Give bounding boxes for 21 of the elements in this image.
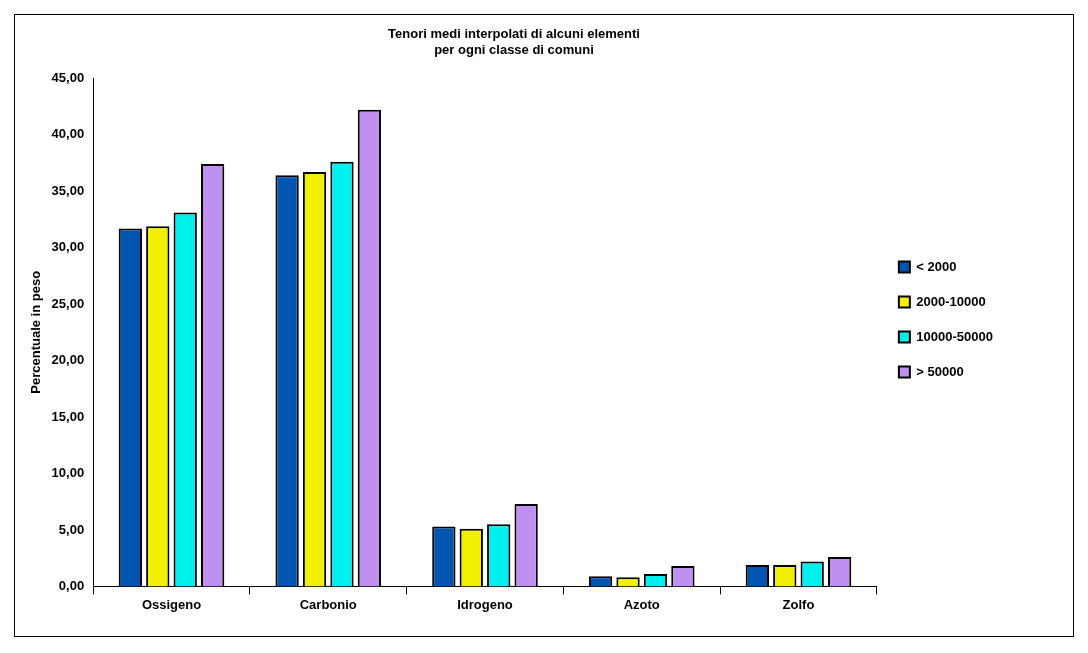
chart-title: Tenori medi interpolati di alcuni elementi per ogni classe di comuni <box>388 26 640 57</box>
x-tick-label: Idrogeno <box>457 596 513 612</box>
x-tick-label: Azoto <box>623 596 660 612</box>
y-tick-label: 10,00 <box>51 465 85 481</box>
y-tick-label: 5,00 <box>58 521 85 537</box>
x-tick-label: Zolfo <box>782 596 815 612</box>
y-tick-label: 25,00 <box>51 295 85 311</box>
x-tick-label: Ossigeno <box>141 596 202 612</box>
legend-label: 10000-50000 <box>916 328 994 344</box>
x-tick-label: Carbonio <box>299 596 357 612</box>
y-tick-label: 40,00 <box>51 126 85 142</box>
legend-label: < 2000 <box>916 258 957 274</box>
y-axis-title: Percentuale in peso <box>28 270 44 394</box>
y-tick-label: 45,00 <box>51 69 85 85</box>
y-tick-label: 0,00 <box>58 577 85 593</box>
legend-label: 2000-10000 <box>916 293 986 309</box>
legend-label: > 50000 <box>916 363 964 379</box>
y-tick-label: 30,00 <box>51 239 85 255</box>
y-tick-label: 35,00 <box>51 182 85 198</box>
y-tick-label: 15,00 <box>51 408 85 424</box>
y-tick-label: 20,00 <box>51 352 85 368</box>
